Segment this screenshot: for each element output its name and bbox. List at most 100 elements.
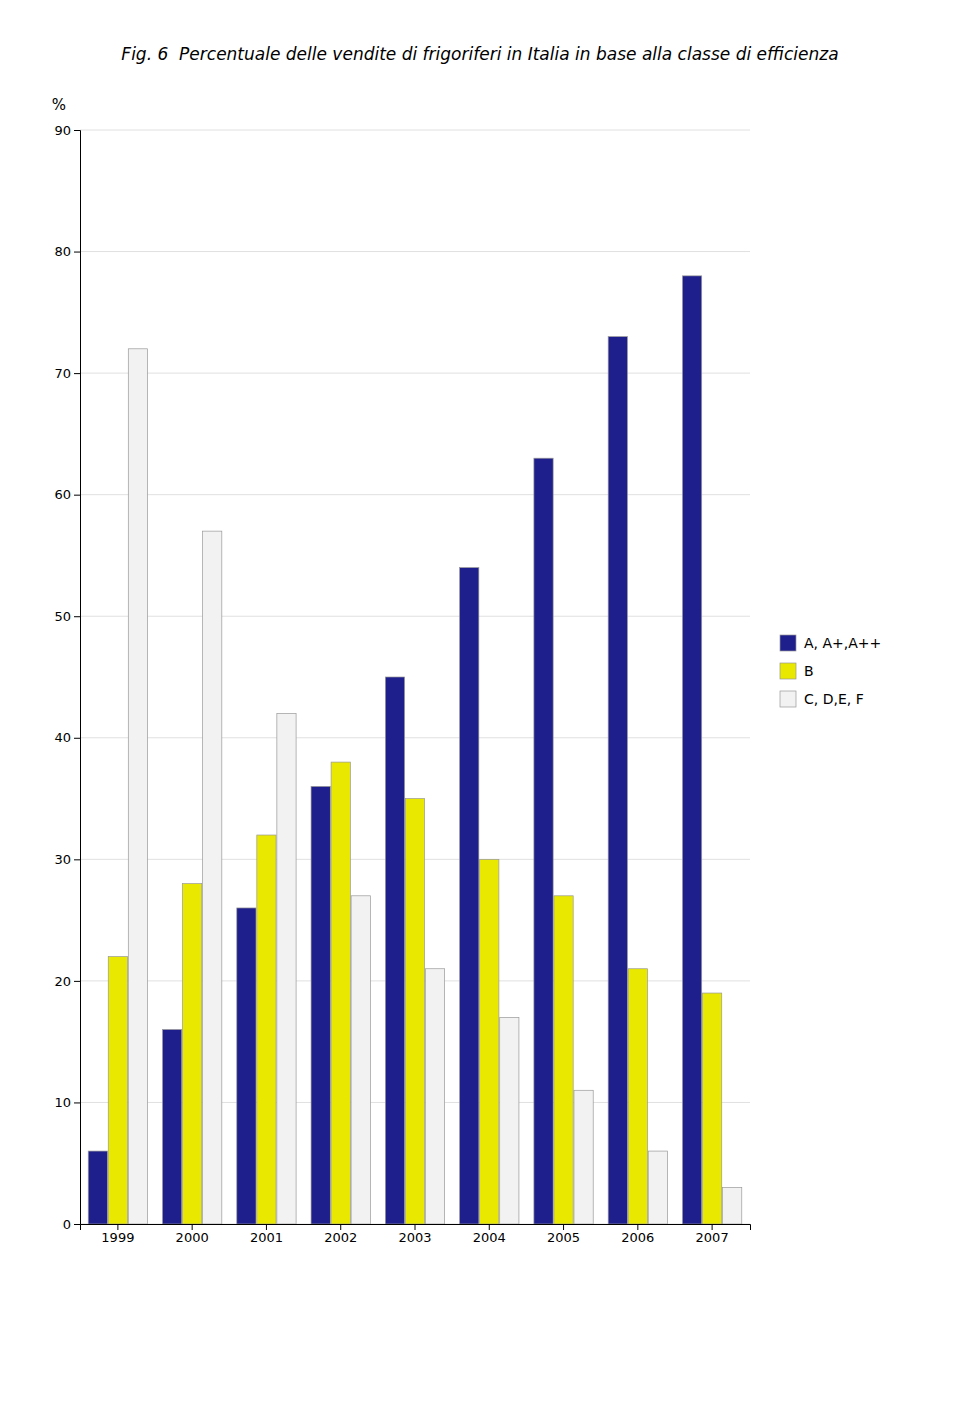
bar [351, 896, 370, 1224]
bar [385, 677, 404, 1224]
bar [460, 568, 479, 1224]
bar [331, 762, 350, 1224]
bars [88, 276, 742, 1224]
legend-item: C, D,E, F [780, 691, 864, 707]
legend-label: B [804, 663, 814, 679]
y-tick: 20 [54, 974, 80, 989]
bar-series [128, 349, 741, 1224]
y-axis-label: % [52, 96, 66, 114]
x-tick: 2006 [621, 1224, 654, 1245]
grid [80, 130, 750, 1224]
x-tick-label: 2002 [324, 1230, 357, 1245]
bar [703, 993, 722, 1224]
x-tick: 2005 [547, 1224, 580, 1245]
grid-line [80, 616, 750, 617]
y-tick-mark [74, 738, 80, 739]
grid-line [80, 737, 750, 738]
x-tick-label: 2004 [473, 1230, 506, 1245]
x-tick-mark [192, 1224, 193, 1230]
bar [648, 1151, 667, 1224]
bar [203, 531, 222, 1224]
y-tick-label: 80 [54, 244, 71, 259]
x-tick-mark [415, 1224, 416, 1230]
x-tick: 2007 [696, 1224, 729, 1245]
x-tick: 2004 [473, 1224, 506, 1245]
x-tick-mark [563, 1224, 564, 1230]
y-tick-label: 0 [63, 1217, 71, 1232]
bar [554, 896, 573, 1224]
x-tick: 2002 [324, 1224, 357, 1245]
x-tick-mark [712, 1224, 713, 1230]
legend-swatch [780, 635, 796, 651]
y-tick-label: 20 [54, 974, 71, 989]
x-tick: 2000 [176, 1224, 209, 1245]
legend-item: B [780, 663, 814, 679]
x-tick-mark [117, 1224, 118, 1230]
x-axis: 1999 2000 2001 2002 2003 2004 2005 2006 2007 [81, 1224, 751, 1245]
bar [608, 337, 627, 1224]
y-tick-mark [74, 1102, 80, 1103]
y-tick-mark [74, 495, 80, 496]
y-tick-mark [74, 859, 80, 860]
x-tick-label: 2005 [547, 1230, 580, 1245]
legend-label: C, D,E, F [804, 691, 864, 707]
y-tick-mark [74, 1224, 80, 1225]
x-tick-mark [489, 1224, 490, 1230]
x-tick: 1999 [101, 1224, 134, 1245]
y-tick: 90 [54, 123, 80, 138]
bar [277, 713, 296, 1224]
y-tick-label: 60 [54, 487, 71, 502]
x-tick: 2003 [398, 1224, 431, 1245]
y-tick-label: 50 [54, 609, 71, 624]
grid-line [80, 130, 750, 131]
y-tick: 40 [54, 730, 80, 745]
y-tick: 30 [54, 852, 80, 867]
x-tick-mark [637, 1224, 638, 1230]
y-tick-mark [74, 616, 80, 617]
legend-swatch [780, 691, 796, 707]
bar [534, 458, 553, 1224]
y-tick: 0 [63, 1217, 80, 1232]
chart-svg: Fig. 6 Percentuale delle vendite di frig… [0, 0, 960, 1404]
x-tick-label: 2007 [696, 1230, 729, 1245]
y-tick: 80 [54, 244, 80, 259]
bar [405, 799, 424, 1224]
y-tick: 50 [54, 609, 80, 624]
bar [311, 786, 330, 1224]
y-tick-label: 40 [54, 730, 71, 745]
bar [183, 884, 202, 1224]
bar [480, 859, 499, 1224]
grid-line [80, 251, 750, 252]
bar [682, 276, 701, 1224]
y-tick-mark [74, 252, 80, 253]
bar-series [108, 762, 721, 1224]
y-tick-mark [74, 130, 80, 131]
bar [88, 1151, 107, 1224]
x-tick: 2001 [250, 1224, 283, 1245]
y-tick-label: 70 [54, 366, 71, 381]
bar [628, 969, 647, 1224]
x-tick-label: 2006 [621, 1230, 654, 1245]
y-tick-mark [74, 373, 80, 374]
grid-line [80, 494, 750, 495]
x-tick-label: 1999 [101, 1230, 134, 1245]
y-axis-line [74, 131, 81, 1225]
bar [257, 835, 276, 1224]
bar [163, 1030, 182, 1224]
grid-line [80, 373, 750, 374]
x-axis-line [81, 1225, 751, 1231]
x-tick-label: 2003 [398, 1230, 431, 1245]
bar [108, 957, 127, 1224]
x-tick-label: 2001 [250, 1230, 283, 1245]
legend: A, A+,A++ B C, D,E, F [780, 635, 881, 707]
bar [723, 1188, 742, 1224]
legend-swatch [780, 663, 796, 679]
bar [425, 969, 444, 1224]
bar [500, 1017, 519, 1224]
bar [574, 1090, 593, 1224]
y-axis: 0102030405060708090 [54, 123, 80, 1232]
y-tick: 60 [54, 487, 80, 502]
bar [128, 349, 147, 1224]
y-tick: 70 [54, 366, 80, 381]
legend-item: A, A+,A++ [780, 635, 881, 651]
